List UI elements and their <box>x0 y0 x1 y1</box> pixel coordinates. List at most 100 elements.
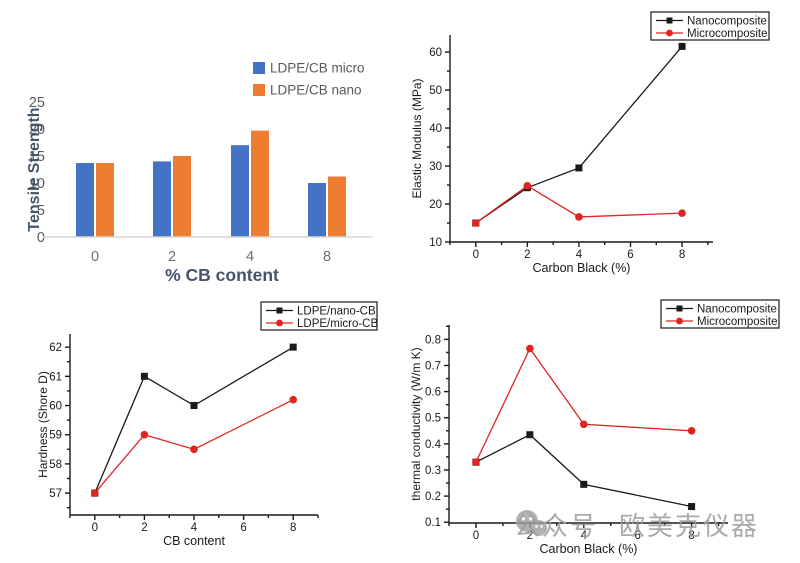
wechat-icon <box>516 510 547 536</box>
y-tick-label: 50 <box>429 85 442 97</box>
legend-label: Microcomposite <box>687 28 768 40</box>
chart-tensile-strength-bar: 0 5 10 15 20 25 0 2 4 8 Tensile Strength % CB conte… <box>26 61 373 285</box>
x-tick-label: 0 <box>473 249 479 261</box>
data-point <box>471 219 480 227</box>
y-tick-label: 20 <box>429 199 442 211</box>
x-tick-label: 4 <box>576 249 583 261</box>
data-point <box>289 395 297 404</box>
y-tick-label: 0.4 <box>425 439 442 451</box>
legend: LDPE/CB micro LDPE/CB nano <box>253 61 365 98</box>
x-tick-label: 2 <box>168 249 176 265</box>
y-axis-label: Elastic Modulus (MPa) <box>410 78 424 198</box>
y-tick-label: 0.2 <box>425 491 441 503</box>
data-point <box>575 213 583 221</box>
data-point <box>140 430 149 439</box>
data-point <box>575 164 583 172</box>
y-tick-label: 0.7 <box>425 360 441 372</box>
data-point <box>678 209 686 217</box>
y-tick-label: 0.5 <box>425 413 441 425</box>
y-tick-label: 15 <box>29 149 45 165</box>
data-point <box>579 420 588 429</box>
y-tick-label: 30 <box>429 161 442 173</box>
y-tick-label: 58 <box>49 459 62 471</box>
watermark: 公众号 欧美克仪器 <box>514 505 759 543</box>
y-axis-label: thermal conductivity (W/m K) <box>409 347 423 500</box>
chart-elastic-modulus-line: 0 2 4 6 8 10 20 30 40 50 60 Elastic Modulus (MPa) Ca… <box>410 11 770 275</box>
x-axis-label: Carbon Black (%) <box>533 261 631 275</box>
data-point <box>190 402 198 410</box>
bar <box>328 176 346 237</box>
data-point <box>289 343 297 351</box>
bar <box>76 163 94 237</box>
y-tick-label: 5 <box>37 203 45 219</box>
y-tick-label: 0.1 <box>425 517 441 529</box>
legend-label: Microcomposite <box>697 316 778 328</box>
x-tick-label: 8 <box>323 249 331 265</box>
legend-box <box>260 301 378 331</box>
y-tick-label: 0 <box>37 230 45 246</box>
x-tick-label: 6 <box>240 522 246 534</box>
y-tick-label: 10 <box>429 237 442 249</box>
legend-marker <box>666 17 673 24</box>
x-axis-label: % CB content <box>165 265 279 285</box>
x-tick-label: 2 <box>524 249 530 261</box>
y-tick-label: 40 <box>429 123 442 135</box>
y-tick-label: 0.8 <box>425 334 441 346</box>
x-tick-label: 2 <box>141 522 147 534</box>
legend-label: Nanocomposite <box>697 304 777 316</box>
data-point <box>140 372 148 380</box>
y-tick-label: 0.3 <box>425 465 441 477</box>
y-tick-label: 57 <box>49 488 62 500</box>
legend-marker <box>676 305 683 312</box>
legend-label: LDPE/CB nano <box>270 83 362 98</box>
series-line <box>475 433 692 508</box>
x-tick-label: 4 <box>246 249 254 265</box>
legend-swatch <box>253 84 265 96</box>
legend-label: LDPE/micro-CB <box>297 318 378 330</box>
x-tick-label: 2 <box>527 530 533 542</box>
x-tick-label: 0 <box>92 522 98 534</box>
x-tick-label: 8 <box>679 249 685 261</box>
y-tick-label: 60 <box>49 401 62 413</box>
data-point <box>526 344 534 353</box>
y-tick-label: 0.6 <box>425 387 441 399</box>
data-point <box>472 458 480 466</box>
data-point <box>91 489 99 497</box>
y-tick-label: 10 <box>29 176 45 192</box>
series-line <box>475 185 683 224</box>
bar <box>231 145 249 237</box>
watermark-brand-name: 欧美克仪器 <box>619 510 760 541</box>
series-line <box>94 346 294 494</box>
x-tick-label: 8 <box>688 530 694 542</box>
data-point <box>526 431 534 439</box>
x-tick-label: 6 <box>634 530 640 542</box>
bar <box>96 163 114 237</box>
legend-marker <box>276 319 283 327</box>
legend-marker <box>276 307 283 314</box>
data-point <box>523 181 532 190</box>
x-tick-label: 8 <box>290 522 296 534</box>
legend-box <box>660 299 780 329</box>
bar <box>251 130 269 237</box>
legend-label: LDPE/CB micro <box>270 61 365 76</box>
chart-hardness-line: 0 2 4 6 8 57 58 59 60 61 62 Hardness (Shore D) CB co… <box>36 301 378 548</box>
series-line <box>94 399 294 494</box>
data-point <box>580 480 588 488</box>
data-point <box>190 445 198 454</box>
bar <box>173 156 191 237</box>
legend-label: Nanocomposite <box>687 16 767 28</box>
x-tick-label: 0 <box>91 249 99 265</box>
y-tick-label: 25 <box>29 95 45 111</box>
x-axis-label: Carbon Black (%) <box>540 542 638 556</box>
bar <box>153 161 171 237</box>
x-tick-label: 4 <box>581 530 588 542</box>
data-point <box>678 42 686 50</box>
y-axis-label: Tensile Strength <box>26 107 43 231</box>
series-line <box>475 347 692 463</box>
y-tick-label: 60 <box>429 47 442 59</box>
x-tick-label: 4 <box>191 522 198 534</box>
